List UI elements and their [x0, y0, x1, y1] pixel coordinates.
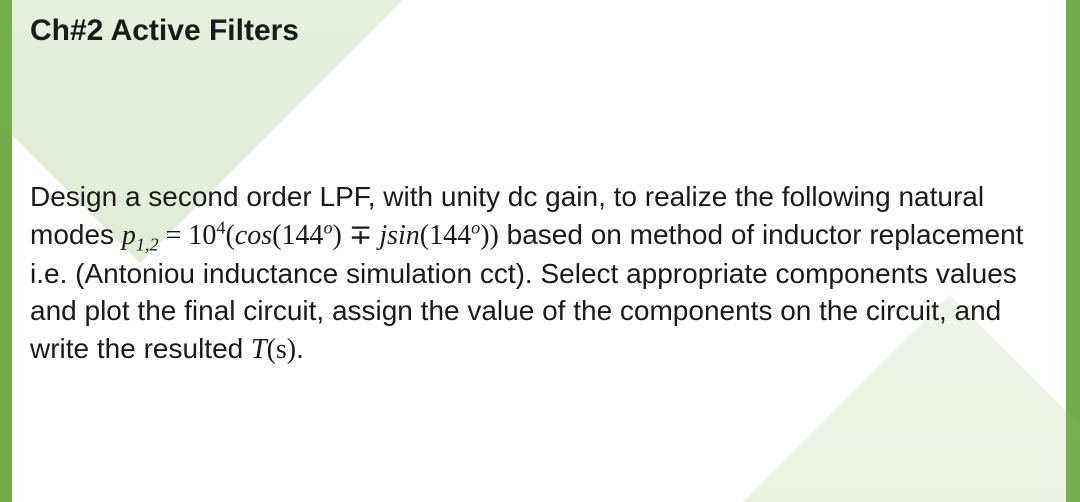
slide-body: Design a second order LPF, with unity dc…: [30, 178, 1050, 369]
eq-degree-2: o: [471, 217, 480, 237]
eq-cos-arg-open: (144: [272, 220, 323, 251]
eq-equals-ten: = 10: [159, 220, 217, 251]
eq-sin-arg-open: (144: [420, 220, 471, 251]
transfer-function: T(s): [251, 334, 296, 365]
eq-jsin: jsin: [379, 220, 419, 251]
slide-title: Ch#2 Active Filters: [30, 14, 299, 48]
eq-subscript: 1,2: [136, 234, 159, 254]
tfn-arg: (s): [267, 334, 297, 365]
eq-cos: cos: [235, 220, 272, 251]
eq-cos-arg-close: ) ∓: [333, 220, 380, 251]
eq-open-paren: (: [225, 220, 234, 251]
body-part-3: .: [296, 333, 304, 364]
eq-degree-1: o: [323, 217, 332, 237]
equation: p1,2 = 104(cos(144o) ∓ jsin(144o)): [122, 220, 499, 251]
eq-var: p: [122, 220, 136, 251]
tfn-T: T: [251, 334, 267, 365]
eq-sin-arg-close: )): [480, 220, 499, 251]
